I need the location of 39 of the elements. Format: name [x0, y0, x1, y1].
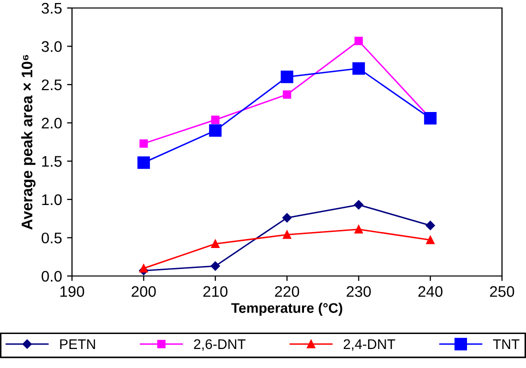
y-axis-title: Average peak area × 10⁶	[21, 54, 36, 230]
y-tick-label: 0.0	[42, 270, 62, 282]
point	[282, 213, 292, 222]
point	[282, 230, 292, 239]
x-tick-label: 240	[418, 286, 442, 297]
y-tick-label: 1.0	[42, 194, 62, 206]
legend-label: TNT	[493, 339, 520, 349]
point	[354, 225, 363, 234]
point	[352, 62, 365, 75]
x-tick-label: 200	[132, 286, 156, 297]
point	[137, 156, 150, 169]
x-tick-label: 230	[346, 286, 371, 297]
y-tick-label: 3.0	[42, 41, 62, 52]
y-tick-label: 2.5	[42, 79, 62, 90]
point	[211, 116, 220, 124]
point	[354, 200, 364, 210]
x-axis-title: Temperature (°C)	[231, 302, 342, 316]
point	[282, 90, 292, 99]
point	[140, 139, 148, 148]
legend-label: 2,6-DNT	[194, 339, 246, 351]
legend-label: 2,4-DNT	[344, 339, 396, 351]
y-tick-label: 0.5	[42, 232, 62, 244]
point	[354, 36, 363, 46]
y-tick-label: 3.5	[42, 2, 62, 14]
point	[280, 70, 294, 84]
x-tick-label: 210	[203, 286, 228, 297]
point	[424, 112, 437, 125]
x-tick-label: 250	[490, 286, 514, 297]
x-tick-label: 220	[275, 286, 300, 297]
point	[211, 240, 220, 248]
point	[426, 236, 434, 244]
x-tick-label: 190	[60, 286, 84, 297]
point	[209, 124, 222, 137]
y-tick-label: 1.5	[42, 156, 62, 167]
y-tick-label: 2.0	[42, 118, 62, 129]
point	[140, 264, 148, 273]
point	[426, 220, 435, 230]
point	[210, 261, 220, 271]
legend-label: PETN	[60, 339, 95, 349]
